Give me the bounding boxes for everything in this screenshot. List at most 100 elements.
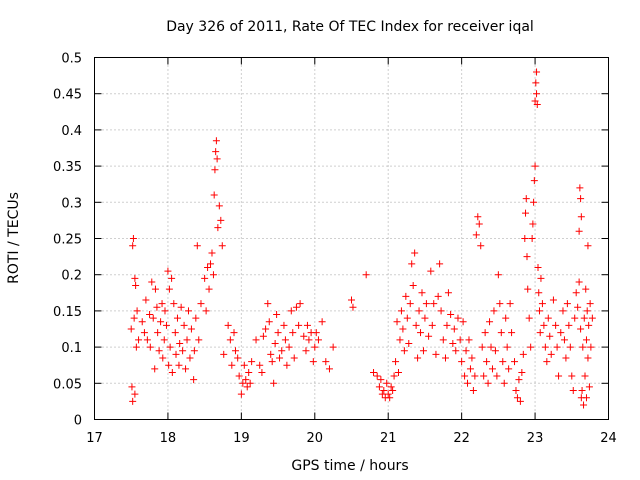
data-point xyxy=(373,372,381,380)
data-point xyxy=(237,390,245,398)
data-point xyxy=(217,216,225,224)
data-point xyxy=(386,394,394,402)
data-point xyxy=(484,379,492,387)
data-point xyxy=(392,358,400,366)
data-point xyxy=(165,361,173,369)
data-point xyxy=(146,343,154,351)
data-point xyxy=(168,368,176,376)
data-point xyxy=(568,372,576,380)
data-point xyxy=(235,372,243,380)
data-point xyxy=(532,79,540,87)
data-point xyxy=(443,321,451,329)
data-point xyxy=(452,347,460,355)
data-point xyxy=(220,350,228,358)
data-point xyxy=(450,325,458,333)
data-point xyxy=(414,354,422,362)
data-point xyxy=(405,339,413,347)
y-axis-label: ROTI / TECUs xyxy=(6,192,22,284)
data-point xyxy=(409,282,417,290)
data-point xyxy=(173,314,181,322)
data-point xyxy=(543,358,551,366)
data-point xyxy=(302,347,310,355)
data-point xyxy=(418,289,426,297)
data-point xyxy=(140,329,148,337)
y-tick-label: 0.45 xyxy=(53,88,82,103)
data-point xyxy=(153,303,161,311)
data-point xyxy=(522,209,530,217)
data-point xyxy=(560,336,568,344)
data-point xyxy=(256,361,264,369)
data-point xyxy=(399,325,407,333)
data-point xyxy=(271,339,279,347)
data-point xyxy=(580,314,588,322)
data-point xyxy=(411,249,419,257)
data-point xyxy=(231,347,239,355)
data-point xyxy=(491,347,499,355)
data-point xyxy=(295,321,303,329)
y-tick-label: 0.1 xyxy=(61,341,82,356)
x-tick-label: 20 xyxy=(307,431,324,446)
data-point xyxy=(408,260,416,268)
data-point xyxy=(417,329,425,337)
data-point xyxy=(195,336,203,344)
data-point xyxy=(588,314,596,322)
data-point xyxy=(511,358,519,366)
data-point xyxy=(274,329,282,337)
data-point xyxy=(437,307,445,315)
data-point xyxy=(488,365,496,373)
data-point xyxy=(146,311,154,319)
data-point xyxy=(252,336,260,344)
data-point xyxy=(273,311,281,319)
data-point xyxy=(524,285,532,293)
data-point xyxy=(176,339,184,347)
data-point xyxy=(390,372,398,380)
data-point xyxy=(155,347,163,355)
data-point xyxy=(503,343,511,351)
data-point xyxy=(555,372,563,380)
data-point xyxy=(578,387,586,395)
data-point xyxy=(239,379,247,387)
data-point xyxy=(458,358,466,366)
data-point xyxy=(521,235,529,242)
y-tick-label: 0.5 xyxy=(61,52,82,67)
data-point xyxy=(129,397,137,405)
data-point xyxy=(209,271,217,279)
data-point xyxy=(552,321,560,329)
data-point xyxy=(289,329,297,337)
data-point xyxy=(546,332,554,340)
data-point xyxy=(569,387,577,395)
data-point xyxy=(394,368,402,376)
data-point xyxy=(474,213,482,221)
data-point xyxy=(213,155,221,163)
data-point xyxy=(205,285,213,293)
data-point xyxy=(459,318,467,326)
data-point xyxy=(549,296,557,304)
data-points xyxy=(127,68,596,409)
x-tick-label: 17 xyxy=(86,431,103,446)
data-point xyxy=(583,307,591,315)
data-point xyxy=(192,314,200,322)
data-point xyxy=(427,267,435,275)
data-point xyxy=(197,300,205,308)
data-point xyxy=(132,282,140,290)
data-point xyxy=(128,383,136,391)
data-point xyxy=(171,329,179,337)
data-point xyxy=(228,361,236,369)
data-point xyxy=(422,300,430,308)
data-point xyxy=(586,300,594,308)
data-point xyxy=(487,343,495,351)
x-tick-label: 22 xyxy=(453,431,470,446)
data-point xyxy=(535,307,543,315)
data-point xyxy=(582,285,590,293)
data-point xyxy=(533,68,541,76)
data-point xyxy=(202,307,210,315)
data-point xyxy=(175,361,183,369)
data-point xyxy=(183,336,191,344)
data-point xyxy=(478,343,486,351)
data-point xyxy=(571,314,579,322)
data-point xyxy=(234,354,242,362)
y-tick-label: 0.15 xyxy=(53,305,82,320)
data-point xyxy=(210,191,218,199)
data-point xyxy=(585,321,593,329)
data-point xyxy=(208,249,216,257)
